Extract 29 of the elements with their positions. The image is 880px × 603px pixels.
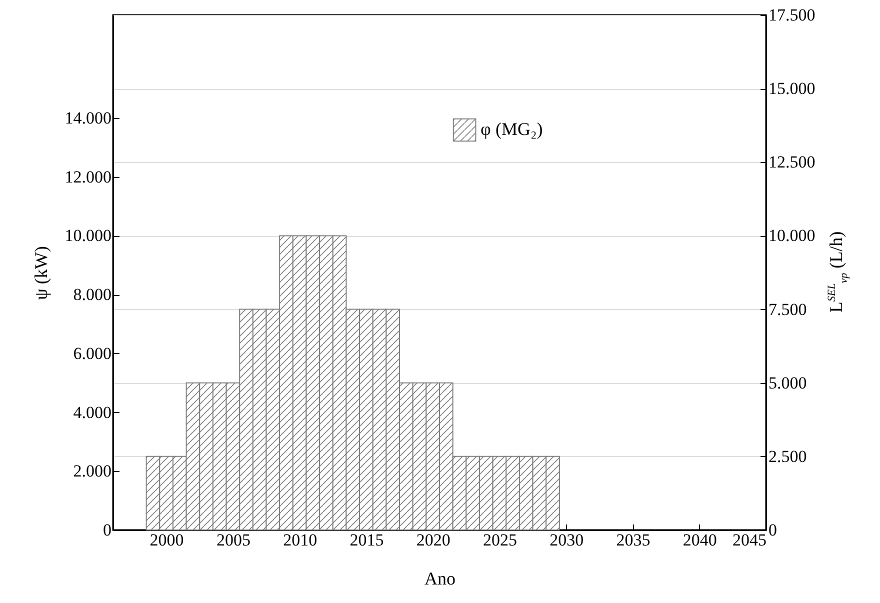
y2-tick-label: 2.500	[768, 446, 807, 466]
y-tick-label: 10.000	[64, 226, 112, 246]
y-tick-label: 8.000	[73, 285, 112, 304]
x-tick-label: 2010	[283, 530, 318, 550]
x-tick-label: 2005	[216, 530, 250, 550]
y-tick-label: 12.000	[64, 167, 112, 186]
y2-tick-label: 17.500	[768, 6, 816, 24]
y2-tick-label: 5.000	[768, 373, 807, 392]
legend-label: φ (MG₂)	[480, 119, 543, 139]
y-axis-title: ψ (kW)	[30, 246, 51, 300]
y-tick-label: 2.000	[73, 462, 112, 481]
y2-tick-label: 12.500	[768, 152, 816, 172]
x-tick-label: 2045	[732, 530, 766, 550]
x-tick-label: 2035	[616, 530, 650, 550]
x-tick-label: 2000	[150, 530, 184, 550]
y-tick-label: 0	[103, 520, 112, 540]
x-tick-label: 2020	[416, 530, 450, 550]
y-tick-label: 14.000	[64, 108, 112, 128]
x-tick-label: 2025	[482, 530, 517, 550]
y2-tick-label: 0	[768, 520, 777, 540]
x-axis-title: Ano	[424, 568, 456, 588]
y-tick-label: 6.000	[73, 344, 112, 363]
x-tick-label: 2040	[682, 530, 717, 550]
y2-tick-label: 7.500	[768, 300, 807, 319]
x-tick-label: 2015	[350, 530, 384, 550]
y2-tick-label: 15.000	[768, 79, 816, 98]
x-tick-label: 2030	[550, 530, 584, 550]
y-tick-label: 4.000	[73, 402, 112, 422]
y2-tick-label: 10.000	[768, 226, 816, 246]
